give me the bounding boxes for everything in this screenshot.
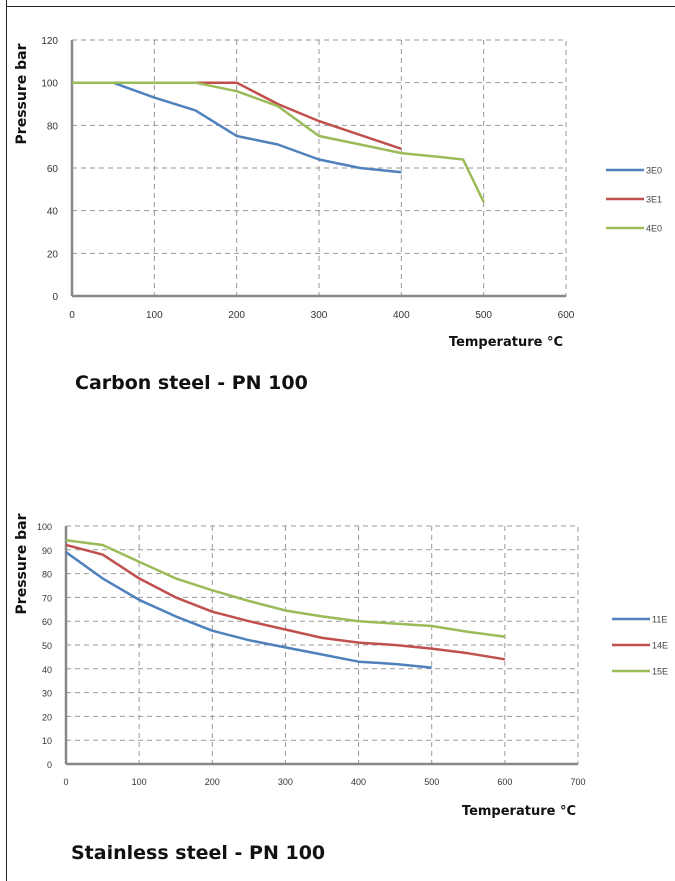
y-tick-label: 20	[47, 249, 59, 260]
page-border-top	[6, 6, 675, 7]
y-tick-label: 60	[47, 164, 59, 175]
y-tick-label: 100	[37, 522, 52, 532]
x-tick-label: 300	[278, 777, 293, 787]
legend-label: 15E	[652, 667, 668, 677]
y-tick-label: 120	[41, 36, 58, 47]
series-line-15e	[66, 539, 506, 638]
legend-label: 11E	[652, 615, 667, 625]
x-tick-label: 100	[146, 310, 163, 321]
y-tick-label: 80	[47, 121, 59, 132]
y-tick-label: 20	[42, 712, 52, 722]
x-tick-label: 200	[228, 310, 245, 321]
y-tick-label: 30	[42, 689, 52, 699]
carbon-steel-chart: 0 20 40 60 80 100 120 0 100 200 300 400 500 600 Temper…	[14, 36, 662, 350]
series-line-3e0	[72, 81, 402, 174]
series-line-3e1	[72, 81, 402, 150]
x-axis-label: Temperature °C	[449, 335, 563, 350]
y-axis-label: Pressure bar	[14, 513, 30, 614]
y-tick-label: 0	[47, 760, 52, 770]
x-tick-label: 100	[132, 777, 147, 787]
x-tick-label: 500	[424, 777, 439, 787]
x-tick-label: 600	[558, 310, 575, 321]
legend-label: 14E	[652, 641, 668, 651]
x-tick-label: 700	[570, 777, 585, 787]
y-tick-label: 80	[42, 570, 52, 580]
y-tick-label: 100	[41, 79, 58, 90]
page-border-left	[6, 0, 7, 881]
y-axis-label: Pressure bar	[14, 43, 30, 144]
y-tick-label: 70	[42, 593, 52, 603]
x-tick-label: 400	[351, 777, 366, 787]
x-tick-label: 300	[311, 310, 328, 321]
x-tick-label: 500	[475, 310, 492, 321]
series-line-4e0	[72, 81, 485, 203]
x-tick-label: 400	[393, 310, 410, 321]
legend-label: 3E1	[646, 195, 662, 205]
y-tick-label: 0	[52, 292, 58, 303]
series-line-11e	[66, 551, 432, 669]
y-tick-label: 90	[42, 546, 52, 556]
x-tick-label: 200	[205, 777, 220, 787]
stainless-steel-chart: 0 10 20 30 40 50 60 70 80 90 100 0 100 200 300 400 500 60…	[14, 513, 668, 819]
carbon-steel-caption: Carbon steel - PN 100	[75, 372, 308, 394]
series-line-14e	[66, 543, 506, 661]
legend-label: 4E0	[646, 224, 662, 234]
legend-label: 3E0	[646, 166, 662, 176]
y-tick-label: 40	[42, 665, 52, 675]
x-tick-label: 600	[497, 777, 512, 787]
y-tick-label: 50	[42, 641, 52, 651]
y-tick-label: 10	[42, 736, 52, 746]
x-tick-label: 0	[69, 310, 75, 321]
y-tick-label: 40	[47, 207, 59, 218]
x-tick-label: 0	[63, 777, 68, 787]
y-tick-label: 60	[42, 617, 52, 627]
stainless-steel-caption: Stainless steel - PN 100	[71, 842, 326, 864]
x-axis-label: Temperature °C	[462, 804, 576, 819]
